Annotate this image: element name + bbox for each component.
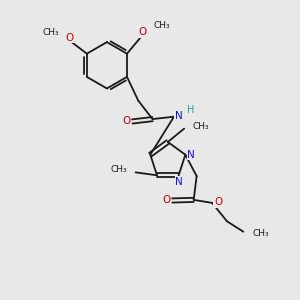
Text: CH₃: CH₃	[111, 165, 127, 174]
Text: O: O	[162, 195, 170, 205]
Text: H: H	[187, 105, 194, 115]
Text: N: N	[188, 150, 195, 160]
Text: N: N	[175, 110, 182, 121]
Text: CH₃: CH₃	[252, 229, 269, 238]
Text: O: O	[138, 27, 147, 37]
Text: CH₃: CH₃	[43, 28, 59, 37]
Text: O: O	[66, 33, 74, 43]
Text: O: O	[214, 197, 222, 207]
Text: CH₃: CH₃	[193, 122, 209, 131]
Text: CH₃: CH₃	[153, 21, 170, 30]
Text: O: O	[122, 116, 130, 126]
Text: N: N	[176, 177, 183, 187]
